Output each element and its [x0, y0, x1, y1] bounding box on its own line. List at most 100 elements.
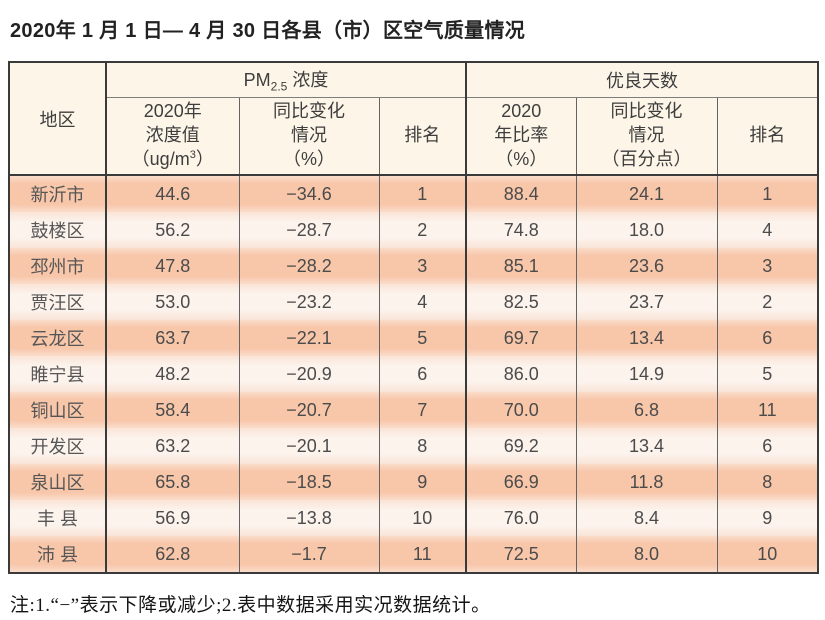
pm25-value-line2: 浓度值 — [145, 125, 200, 146]
good-rank-cell: 6 — [716, 320, 819, 356]
good-change-unit: （百分点） — [601, 148, 692, 169]
col-header-pm25-value: 2020年 浓度值 （ug/m3） — [105, 97, 239, 175]
region-cell: 睢宁县 — [9, 356, 106, 392]
pm25-value-line1: 2020年 — [143, 101, 202, 122]
good-rate-cell: 74.8 — [465, 212, 577, 248]
header-sub-row: 2020年 浓度值 （ug/m3） 同比变化 情况 （%） 排名 2020 年比… — [9, 97, 819, 175]
air-quality-table: 地区 PM2.5 浓度 优良天数 2020年 浓度值 （ug/m3） 同比变化 … — [8, 61, 820, 574]
col-header-region: 地区 — [9, 62, 106, 175]
good-rate-cell: 85.1 — [465, 248, 577, 284]
pm25-change-cell: −20.1 — [238, 428, 379, 464]
pm25-rank-cell: 6 — [378, 356, 467, 392]
table-row: 铜山区 58.4 −20.7 7 70.0 6.8 11 — [9, 392, 819, 428]
pm25-change-cell: −28.2 — [238, 248, 379, 284]
region-cell: 云龙区 — [9, 320, 106, 356]
region-cell: 泉山区 — [9, 464, 106, 500]
table-row: 睢宁县 48.2 −20.9 6 86.0 14.9 5 — [9, 356, 819, 392]
pm25-value-cell: 44.6 — [105, 175, 239, 212]
col-group-good-days: 优良天数 — [465, 62, 819, 98]
pm25-rank-cell: 1 — [378, 175, 467, 212]
pm25-change-cell: −13.8 — [238, 500, 379, 536]
good-rate-cell: 69.2 — [465, 428, 577, 464]
pm25-label-subscript: 2.5 — [270, 79, 288, 94]
region-cell: 鼓楼区 — [9, 212, 106, 248]
good-rank-cell: 5 — [716, 356, 819, 392]
pm25-label-suffix: 浓度 — [287, 70, 329, 91]
header-group-row: 地区 PM2.5 浓度 优良天数 — [9, 62, 819, 175]
pm25-change-line2: 情况 — [291, 125, 327, 146]
pm25-value-unit: （ug/m3） — [131, 148, 214, 169]
good-rank-cell: 2 — [716, 284, 819, 320]
region-cell: 开发区 — [9, 428, 106, 464]
good-change-cell: 23.7 — [575, 284, 718, 320]
good-change-cell: 24.1 — [575, 175, 718, 212]
pm25-change-cell: −34.6 — [238, 175, 379, 212]
pm25-rank-cell: 7 — [378, 392, 467, 428]
region-cell: 铜山区 — [9, 392, 106, 428]
good-rank-cell: 1 — [716, 175, 819, 212]
pm25-value-cell: 47.8 — [105, 248, 239, 284]
page-title: 2020年 1 月 1 日— 4 月 30 日各县（市）区空气质量情况 — [10, 20, 526, 42]
good-change-line2: 情况 — [628, 125, 665, 146]
region-cell: 邳州市 — [9, 248, 106, 284]
good-change-cell: 6.8 — [575, 392, 718, 428]
pm25-value-cell: 62.8 — [105, 536, 239, 573]
table-row: 开发区 63.2 −20.1 8 69.2 13.4 6 — [9, 428, 819, 464]
good-rank-cell: 8 — [716, 464, 819, 500]
col-header-good-rate: 2020 年比率 （%） — [465, 97, 577, 175]
pm25-rank-cell: 8 — [378, 428, 467, 464]
table-row: 贾汪区 53.0 −23.2 4 82.5 23.7 2 — [9, 284, 819, 320]
good-rank-cell: 9 — [716, 500, 819, 536]
good-rate-line2: 年比率 — [494, 125, 549, 146]
pm25-value-cell: 63.7 — [105, 320, 239, 356]
col-header-good-rank: 排名 — [716, 97, 819, 175]
pm25-change-cell: −20.9 — [238, 356, 379, 392]
table-body: 新沂市 44.6 −34.6 1 88.4 24.1 1 鼓楼区 56.2 −28.7 2 74.8 1… — [9, 175, 819, 573]
col-header-pm25-change: 同比变化 情况 （%） — [238, 97, 379, 175]
pm25-rank-cell: 11 — [378, 536, 467, 573]
good-rate-cell: 76.0 — [465, 500, 577, 536]
table-row: 泉山区 65.8 −18.5 9 66.9 11.8 8 — [9, 464, 819, 500]
good-change-cell: 13.4 — [575, 428, 718, 464]
good-change-cell: 13.4 — [575, 320, 718, 356]
table-row: 丰 县 56.9 −13.8 10 76.0 8.4 9 — [9, 500, 819, 536]
pm25-value-cell: 48.2 — [105, 356, 239, 392]
pm25-value-cell: 56.2 — [105, 212, 239, 248]
pm25-change-cell: −20.7 — [238, 392, 379, 428]
good-rank-cell: 6 — [716, 428, 819, 464]
pm25-value-cell: 65.8 — [105, 464, 239, 500]
col-header-pm25-rank: 排名 — [378, 97, 467, 175]
pm25-value-cell: 63.2 — [105, 428, 239, 464]
pm25-value-cell: 58.4 — [105, 392, 239, 428]
table-row: 云龙区 63.7 −22.1 5 69.7 13.4 6 — [9, 320, 819, 356]
good-change-cell: 18.0 — [575, 212, 718, 248]
good-rate-cell: 86.0 — [465, 356, 577, 392]
good-change-cell: 23.6 — [575, 248, 718, 284]
region-cell: 沛 县 — [9, 536, 106, 573]
good-change-cell: 8.4 — [575, 500, 718, 536]
good-rate-cell: 69.7 — [465, 320, 577, 356]
region-cell: 丰 县 — [9, 500, 106, 536]
footnote: 注:1.“−”表示下降或减少;2.表中数据采用实况数据统计。 — [10, 595, 491, 616]
pm25-change-cell: −18.5 — [238, 464, 379, 500]
good-rate-cell: 82.5 — [465, 284, 577, 320]
pm25-rank-cell: 3 — [378, 248, 467, 284]
pm25-change-cell: −1.7 — [238, 536, 379, 573]
region-cell: 新沂市 — [9, 175, 106, 212]
pm25-rank-cell: 5 — [378, 320, 467, 356]
table-row: 新沂市 44.6 −34.6 1 88.4 24.1 1 — [9, 175, 819, 212]
table-header: 地区 PM2.5 浓度 优良天数 2020年 浓度值 （ug/m3） 同比变化 … — [9, 62, 819, 175]
pm25-rank-cell: 10 — [378, 500, 467, 536]
good-rate-line1: 2020 — [501, 101, 542, 122]
good-rate-cell: 70.0 — [465, 392, 577, 428]
good-change-cell: 14.9 — [575, 356, 718, 392]
good-change-cell: 8.0 — [575, 536, 718, 573]
pm25-value-cell: 53.0 — [105, 284, 239, 320]
pm25-change-cell: −28.7 — [238, 212, 379, 248]
pm25-change-cell: −22.1 — [238, 320, 379, 356]
good-rate-cell: 88.4 — [465, 175, 577, 212]
table-row: 沛 县 62.8 −1.7 11 72.5 8.0 10 — [9, 536, 819, 573]
good-change-line1: 同比变化 — [610, 101, 683, 122]
region-cell: 贾汪区 — [9, 284, 106, 320]
